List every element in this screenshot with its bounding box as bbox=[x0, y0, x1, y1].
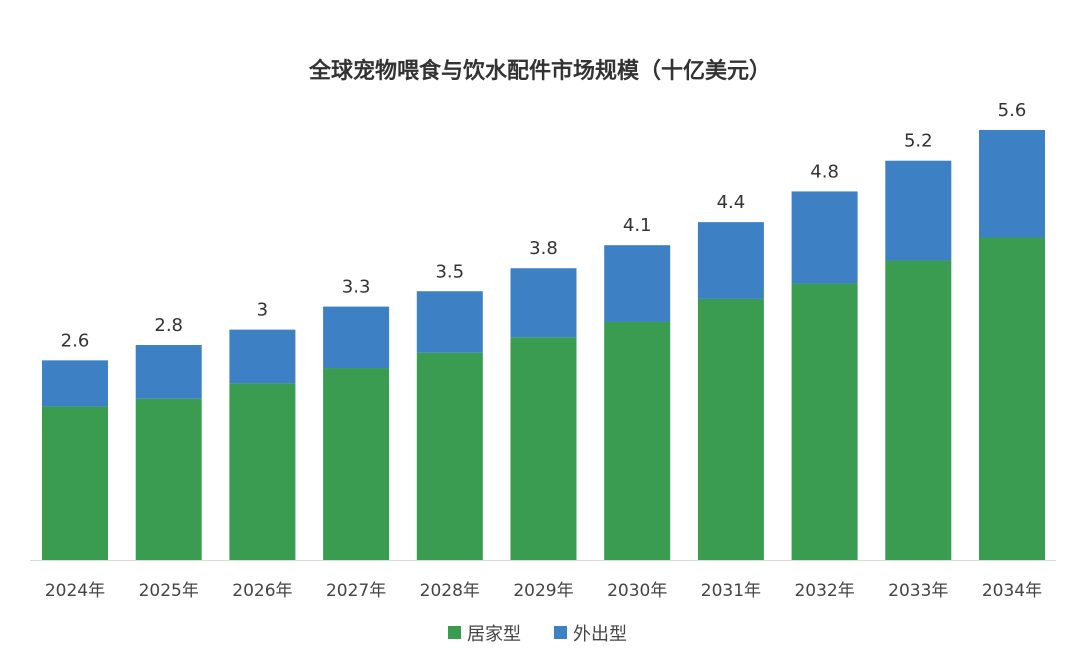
bar-outdoor-0 bbox=[42, 360, 108, 407]
legend-label-1: 外出型 bbox=[573, 624, 627, 645]
x-tick-label: 2030年 bbox=[607, 581, 667, 601]
bar-home-4 bbox=[416, 352, 483, 560]
data-label-total: 5.2 bbox=[904, 131, 933, 152]
data-label-total: 4.4 bbox=[717, 192, 746, 213]
data-label-total: 3 bbox=[257, 300, 268, 321]
x-tick-label: 2034年 bbox=[982, 581, 1042, 601]
data-label-total: 4.8 bbox=[810, 161, 839, 182]
x-tick-label: 2027年 bbox=[326, 581, 386, 601]
bar-outdoor-8 bbox=[791, 191, 858, 284]
x-tick-label: 2024年 bbox=[45, 581, 105, 601]
bar-home-9 bbox=[885, 260, 952, 560]
bar-outdoor-9 bbox=[885, 160, 952, 261]
bar-home-2 bbox=[229, 383, 296, 560]
legend: 居家型 外出型 bbox=[448, 624, 627, 645]
data-label-total: 3.5 bbox=[435, 261, 464, 282]
bar-home-1 bbox=[135, 398, 202, 560]
data-label-total: 4.1 bbox=[623, 215, 652, 236]
data-label-total: 2.8 bbox=[154, 315, 183, 336]
legend-swatch-0 bbox=[448, 626, 461, 639]
data-label-total: 3.8 bbox=[529, 238, 558, 259]
x-tick-label: 2032年 bbox=[794, 581, 854, 601]
bar-outdoor-2 bbox=[229, 329, 296, 384]
legend-label-0: 居家型 bbox=[467, 624, 521, 645]
bar-outdoor-6 bbox=[604, 245, 671, 322]
bar-outdoor-4 bbox=[416, 291, 483, 353]
x-tick-label: 2025年 bbox=[139, 581, 199, 601]
data-label-total: 3.3 bbox=[342, 277, 371, 298]
x-tick-label: 2029年 bbox=[513, 581, 573, 601]
bar-home-8 bbox=[791, 283, 858, 560]
x-tick-label: 2031年 bbox=[701, 581, 761, 601]
bar-home-10 bbox=[979, 237, 1045, 560]
x-tick-label: 2028年 bbox=[420, 581, 480, 601]
bar-outdoor-5 bbox=[510, 268, 577, 338]
bar-outdoor-3 bbox=[323, 306, 390, 369]
bar-outdoor-10 bbox=[979, 130, 1045, 238]
bar-outdoor-1 bbox=[135, 345, 202, 399]
bar-home-5 bbox=[510, 337, 577, 560]
data-label-total: 5.6 bbox=[998, 100, 1027, 121]
bar-home-0 bbox=[42, 406, 108, 560]
x-tick-label: 2026年 bbox=[232, 581, 292, 601]
x-tick-label: 2033年 bbox=[888, 581, 948, 601]
bar-outdoor-7 bbox=[697, 222, 764, 299]
bar-home-3 bbox=[323, 368, 390, 560]
bar-home-7 bbox=[697, 298, 764, 560]
data-label-total: 2.6 bbox=[61, 330, 90, 351]
bar-home-6 bbox=[604, 321, 671, 560]
legend-swatch-1 bbox=[554, 626, 567, 639]
chart-title: 全球宠物喂食与饮水配件市场规模（十亿美元） bbox=[308, 58, 771, 84]
